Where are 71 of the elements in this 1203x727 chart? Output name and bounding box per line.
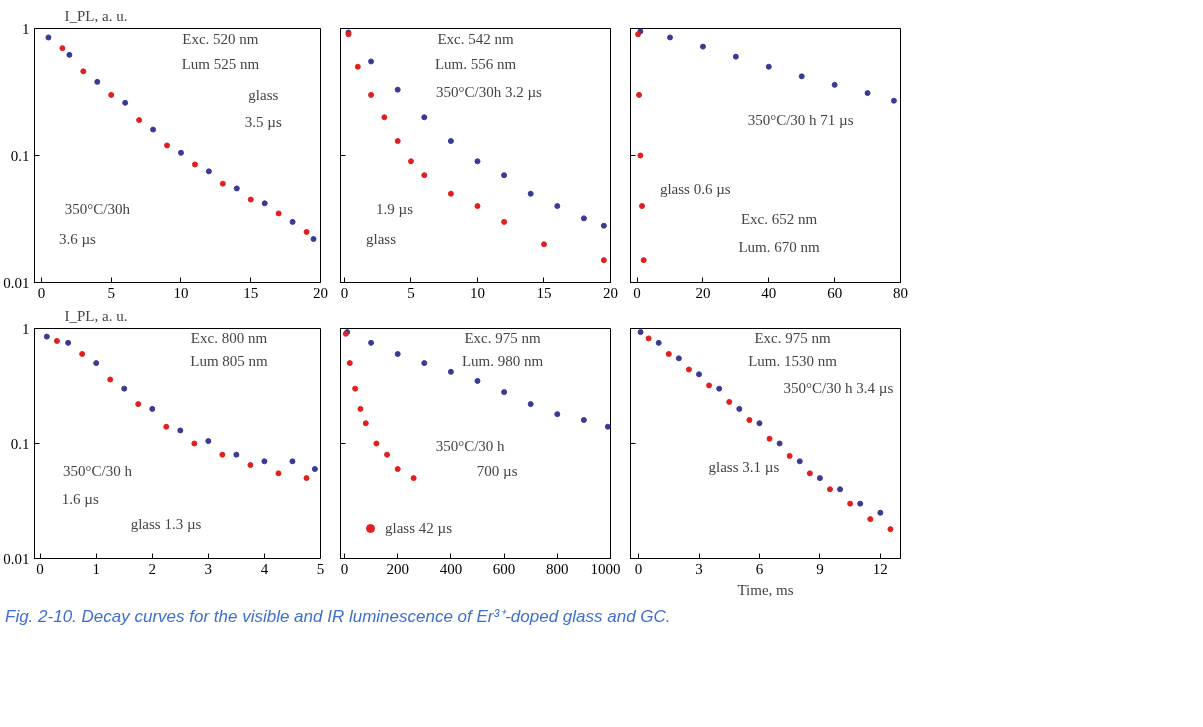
x-tick-label: 40 (761, 284, 777, 301)
annotation: 1.9 µs (376, 200, 414, 217)
x-tick-label: 0 (634, 560, 643, 577)
x-tick-label: 15 (536, 284, 552, 301)
y-tick-label: 0.01 (3, 550, 30, 567)
caption: Fig. 2-10. Decay curves for the visible and IR luminescence of Er³⁺-doped glass and GC. (5, 606, 671, 628)
y-tick-label: 1 (22, 20, 30, 37)
x-tick-label: 5 (316, 560, 325, 577)
annotation: Exc. 652 nm (740, 211, 818, 227)
y-tick-label: 0.01 (3, 274, 30, 291)
x-tick-label: 60 (827, 284, 843, 301)
y-axis-title: I_PL, a. u. (64, 307, 128, 324)
x-tick-label: 20 (695, 284, 711, 301)
x-tick-label: 600 (492, 560, 516, 577)
x-tick-label: 3 (695, 560, 703, 577)
annotation: Exc. 975 nm (464, 329, 541, 346)
y-tick-label: 0.1 (10, 147, 30, 164)
x-tick-label: 15 (243, 284, 259, 301)
annotation: glass 0.6 µs (659, 180, 731, 197)
y-axis-title: I_PL, a. u. (64, 7, 128, 24)
annotation: glass 3.1 µs (708, 458, 780, 475)
annotation: 350°C/30h (64, 200, 131, 217)
x-tick-label: 200 (386, 560, 409, 577)
legend-label: glass 42 µs (385, 519, 452, 537)
annotation: 350°C/30h 3.2 µs (436, 84, 543, 100)
annotation: Lum. 1530 nm (748, 352, 838, 369)
x-tick-label: 9 (816, 560, 824, 577)
x-tick-label: 400 (439, 560, 463, 577)
x-tick-label: 10 (470, 284, 485, 301)
annotation: 700 µs (476, 463, 518, 480)
annotation: glass (366, 231, 397, 248)
annotation: 3.6 µs (58, 231, 97, 248)
x-tick-label: 20 (603, 284, 618, 301)
x-tick-label: 0 (37, 284, 46, 301)
x-tick-label: 5 (407, 284, 415, 301)
annotation: Exc. 975 nm (754, 329, 831, 346)
x-axis-title: Time, ms (737, 581, 794, 598)
annotation: Lum 525 nm (181, 56, 260, 73)
x-tick-label: 80 (893, 284, 908, 301)
x-tick-label: 1 (92, 560, 100, 577)
x-tick-label: 0 (36, 560, 44, 577)
annotation: Lum. 980 nm (461, 352, 544, 369)
y-tick-label: 1 (22, 320, 30, 337)
x-tick-label: 2 (148, 560, 157, 577)
x-tick-label: 0 (340, 560, 349, 577)
x-tick-label: 800 (546, 560, 569, 577)
annotation: 350°C/30 h (435, 437, 506, 454)
x-tick-label: 10 (173, 284, 189, 301)
y-tick-label: 0.1 (10, 435, 30, 452)
annotation: 350°C/30 h 71 µs (747, 111, 854, 128)
annotation: Exc. 520 nm (182, 30, 259, 47)
x-tick-label: 0 (633, 284, 641, 301)
annotation: 350°C/30 h 3.4 µs (783, 380, 894, 397)
annotation: 350°C/30 h (62, 463, 133, 480)
x-tick-label: 5 (107, 284, 115, 301)
annotation: Exc. 542 nm (437, 30, 514, 47)
x-tick-label: 6 (755, 560, 764, 577)
annotation: Lum. 556 nm (434, 56, 517, 73)
x-tick-label: 1000 (590, 560, 621, 577)
annotation: 1.6 µs (61, 490, 99, 507)
x-tick-label: 12 (872, 560, 888, 577)
annotation: Exc. 800 nm (190, 329, 268, 346)
x-tick-label: 0 (340, 284, 349, 301)
annotation: 3.5 µs (244, 114, 282, 131)
annotation: glass 1.3 µs (130, 516, 202, 532)
annotation: Lum. 670 nm (738, 238, 820, 255)
x-tick-label: 4 (260, 560, 269, 577)
annotation: glass (248, 86, 279, 103)
x-tick-label: 20 (313, 284, 328, 301)
x-tick-label: 3 (204, 560, 213, 577)
annotation: Lum 805 nm (190, 352, 269, 369)
